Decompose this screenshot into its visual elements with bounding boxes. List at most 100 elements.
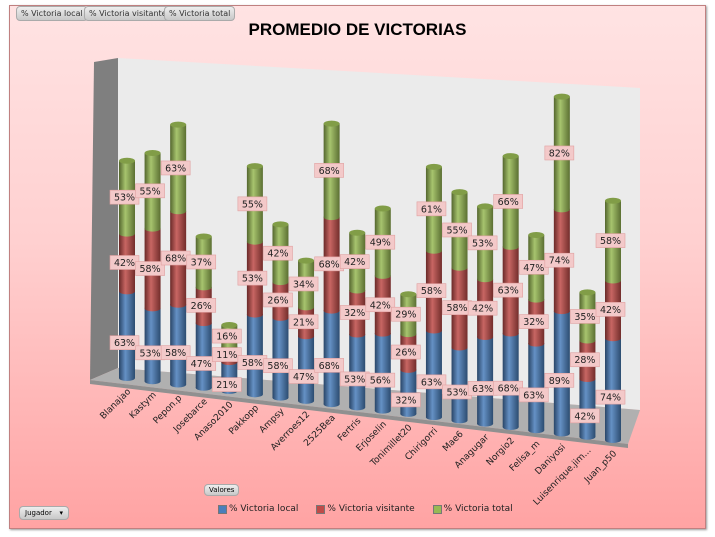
bar-top-cap <box>221 322 238 329</box>
data-label-box <box>288 314 319 330</box>
data-label: 42% <box>267 249 288 260</box>
bar-segment-bottom <box>298 304 315 311</box>
data-label-box <box>288 369 319 384</box>
data-label: 68% <box>319 361 340 372</box>
data-label: 32% <box>344 308 365 319</box>
data-label-box <box>237 270 268 286</box>
data-label: 55% <box>140 186 161 197</box>
data-label-box <box>365 297 396 313</box>
bar-segment-bottom <box>195 320 212 327</box>
data-label: 28% <box>574 355 595 366</box>
data-label: 74% <box>549 256 570 267</box>
data-label-box <box>416 374 447 390</box>
bar-segment <box>400 369 417 414</box>
data-label-box <box>595 302 626 317</box>
bar-top-cap <box>477 203 494 210</box>
data-label-box <box>518 314 549 329</box>
data-label: 58% <box>446 303 467 314</box>
bar-segment-bottom <box>144 378 161 385</box>
bar-segment-bottom <box>451 344 468 351</box>
bar-segment-bottom <box>349 404 366 411</box>
bar-top-cap <box>400 291 417 298</box>
bar-top-cap <box>425 163 442 170</box>
dropdown-arrow-icon: ▾ <box>59 509 63 517</box>
data-label-box <box>135 261 165 276</box>
data-label-box <box>493 282 523 298</box>
data-label: 42% <box>370 300 391 311</box>
bar-segment-bottom <box>502 330 519 337</box>
data-label-box <box>544 372 575 388</box>
bar-top-cap <box>349 229 366 236</box>
bar-top-cap <box>374 205 391 212</box>
data-label: 53% <box>446 387 467 398</box>
bar-segment-bottom <box>400 410 417 417</box>
bar-segment-bottom <box>119 288 135 295</box>
bar-segment-bottom <box>246 311 263 318</box>
bar-top-cap <box>119 157 135 164</box>
data-label-box <box>467 300 498 316</box>
bar-segment-bottom <box>553 308 570 315</box>
data-label-box <box>544 145 575 161</box>
bar-top-cap <box>246 163 263 170</box>
bar-segment-bottom <box>502 423 519 430</box>
legend-label: % Victoria total <box>443 504 513 514</box>
data-label: 58% <box>600 236 621 247</box>
bar-segment <box>119 291 135 378</box>
data-label: 63% <box>498 286 519 297</box>
data-label: 63% <box>523 390 544 401</box>
bar-segment <box>605 338 621 440</box>
data-label: 47% <box>293 372 314 383</box>
data-label-box <box>314 163 344 178</box>
bar-segment-bottom <box>374 272 391 279</box>
data-label: 53% <box>140 348 161 359</box>
data-label: 68% <box>319 259 340 270</box>
data-label-box <box>518 387 549 403</box>
bar-segment-bottom <box>246 238 263 245</box>
legend-swatch <box>316 504 326 514</box>
bar-segment <box>144 308 161 382</box>
data-label: 68% <box>498 384 519 395</box>
data-label: 58% <box>165 348 186 359</box>
bar-segment-bottom <box>119 375 135 381</box>
legend-item-total: % Victoria total <box>432 504 513 514</box>
legend-swatch <box>432 504 442 514</box>
bar-top-cap <box>272 221 289 228</box>
legend-label: % Victoria visitante <box>327 504 415 514</box>
legend-item-local: % Victoria local <box>218 504 298 514</box>
bar-segment-bottom <box>605 335 621 342</box>
bar-segment <box>323 310 340 405</box>
field-button-total[interactable]: % Victoria total <box>164 6 236 21</box>
bar-segment <box>528 343 545 431</box>
data-label-box <box>314 358 344 373</box>
data-label: 55% <box>242 199 263 210</box>
jugador-filter-button[interactable]: Jugador ▾ <box>19 506 69 520</box>
legend-label: % Victoria local <box>229 504 299 514</box>
data-label: 42% <box>600 305 621 316</box>
data-label: 26% <box>395 348 416 359</box>
jugador-label: Jugador <box>25 509 52 517</box>
bar-segment <box>349 334 366 408</box>
bar-segment-bottom <box>349 331 366 338</box>
bar-segment-bottom <box>579 337 596 344</box>
data-label: 42% <box>114 258 135 269</box>
bar-segment <box>195 323 212 388</box>
data-label: 49% <box>370 238 391 249</box>
floor-edge <box>90 380 628 448</box>
bar-segment-bottom <box>425 327 442 334</box>
bar-top-cap <box>298 257 315 264</box>
bar-segment-bottom <box>298 397 315 404</box>
bar-top-cap <box>144 150 161 157</box>
bar-segment <box>170 304 187 385</box>
bar-segment <box>246 314 263 395</box>
data-label-box <box>288 276 319 292</box>
data-label: 53% <box>114 193 135 204</box>
data-label: 32% <box>523 317 544 328</box>
bar-segment-bottom <box>323 401 340 408</box>
data-label-box <box>570 408 600 424</box>
data-label-box <box>493 194 523 209</box>
values-field-button[interactable]: Valores <box>204 484 240 496</box>
bar-segment <box>298 336 315 401</box>
bar-top-cap <box>451 189 468 196</box>
bar-segment-bottom <box>579 433 596 440</box>
data-label-box <box>595 233 626 248</box>
